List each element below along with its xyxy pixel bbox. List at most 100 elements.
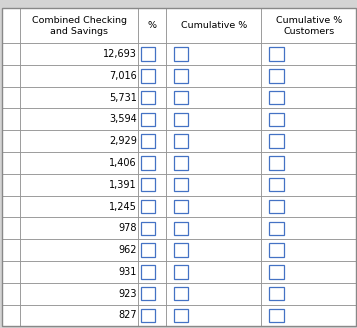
Bar (269, 221, 283, 235)
Bar (20, 195, 139, 217)
Bar (141, 309, 155, 322)
Bar (139, 305, 166, 326)
Text: 978: 978 (119, 223, 137, 233)
Bar (141, 221, 155, 235)
Bar (261, 87, 356, 109)
Bar (174, 91, 188, 104)
Bar (2, 8, 20, 43)
Bar (261, 239, 356, 261)
Bar (141, 156, 155, 170)
Bar (139, 109, 166, 130)
Bar (269, 287, 283, 300)
Bar (261, 174, 356, 195)
Text: 1,406: 1,406 (109, 158, 137, 168)
Bar (2, 195, 20, 217)
Bar (141, 69, 155, 83)
Bar (20, 283, 139, 305)
Bar (261, 217, 356, 239)
Bar (166, 130, 261, 152)
Bar (166, 152, 261, 174)
Bar (20, 65, 139, 87)
Bar (174, 178, 188, 192)
Bar (20, 261, 139, 283)
Bar (269, 309, 283, 322)
Bar (2, 109, 20, 130)
Bar (166, 174, 261, 195)
Bar (139, 43, 166, 65)
Text: 962: 962 (119, 245, 137, 255)
Bar (261, 261, 356, 283)
Bar (174, 113, 188, 126)
Bar (2, 174, 20, 195)
Bar (261, 130, 356, 152)
Bar (139, 130, 166, 152)
Bar (261, 152, 356, 174)
Bar (2, 87, 20, 109)
Bar (141, 134, 155, 148)
Bar (269, 113, 283, 126)
Bar (141, 47, 155, 61)
Bar (166, 109, 261, 130)
Bar (141, 113, 155, 126)
Bar (141, 178, 155, 192)
Text: Cumulative %: Cumulative % (181, 21, 247, 30)
Bar (269, 47, 283, 61)
Bar (139, 174, 166, 195)
Bar (20, 8, 139, 43)
Bar (20, 87, 139, 109)
Bar (2, 239, 20, 261)
Bar (261, 109, 356, 130)
Bar (139, 195, 166, 217)
Bar (139, 217, 166, 239)
Bar (269, 243, 283, 257)
Bar (174, 47, 188, 61)
Bar (174, 134, 188, 148)
Bar (269, 91, 283, 104)
Bar (2, 283, 20, 305)
Text: 827: 827 (119, 311, 137, 320)
Bar (261, 305, 356, 326)
Bar (2, 130, 20, 152)
Text: 1,245: 1,245 (109, 201, 137, 212)
Bar (141, 243, 155, 257)
Bar (174, 69, 188, 83)
Bar (2, 305, 20, 326)
Bar (174, 200, 188, 213)
Bar (20, 217, 139, 239)
Bar (139, 152, 166, 174)
Bar (174, 265, 188, 279)
Bar (261, 8, 356, 43)
Bar (261, 43, 356, 65)
Bar (20, 174, 139, 195)
Bar (20, 109, 139, 130)
Bar (166, 8, 261, 43)
Bar (20, 305, 139, 326)
Bar (166, 87, 261, 109)
Bar (139, 65, 166, 87)
Bar (20, 239, 139, 261)
Bar (269, 178, 283, 192)
Text: Combined Checking
and Savings: Combined Checking and Savings (31, 16, 126, 36)
Bar (269, 265, 283, 279)
Bar (166, 261, 261, 283)
Bar (20, 43, 139, 65)
Bar (166, 305, 261, 326)
Bar (2, 43, 20, 65)
Bar (261, 65, 356, 87)
Bar (139, 239, 166, 261)
Bar (2, 261, 20, 283)
Text: 931: 931 (119, 267, 137, 277)
Text: 2,929: 2,929 (109, 136, 137, 146)
Text: 3,594: 3,594 (109, 114, 137, 124)
Bar (269, 134, 283, 148)
Bar (2, 152, 20, 174)
Text: 923: 923 (119, 289, 137, 299)
Bar (269, 69, 283, 83)
Bar (20, 152, 139, 174)
Bar (174, 309, 188, 322)
Bar (139, 261, 166, 283)
Text: 7,016: 7,016 (109, 71, 137, 81)
Bar (2, 65, 20, 87)
Bar (139, 87, 166, 109)
Bar (261, 195, 356, 217)
